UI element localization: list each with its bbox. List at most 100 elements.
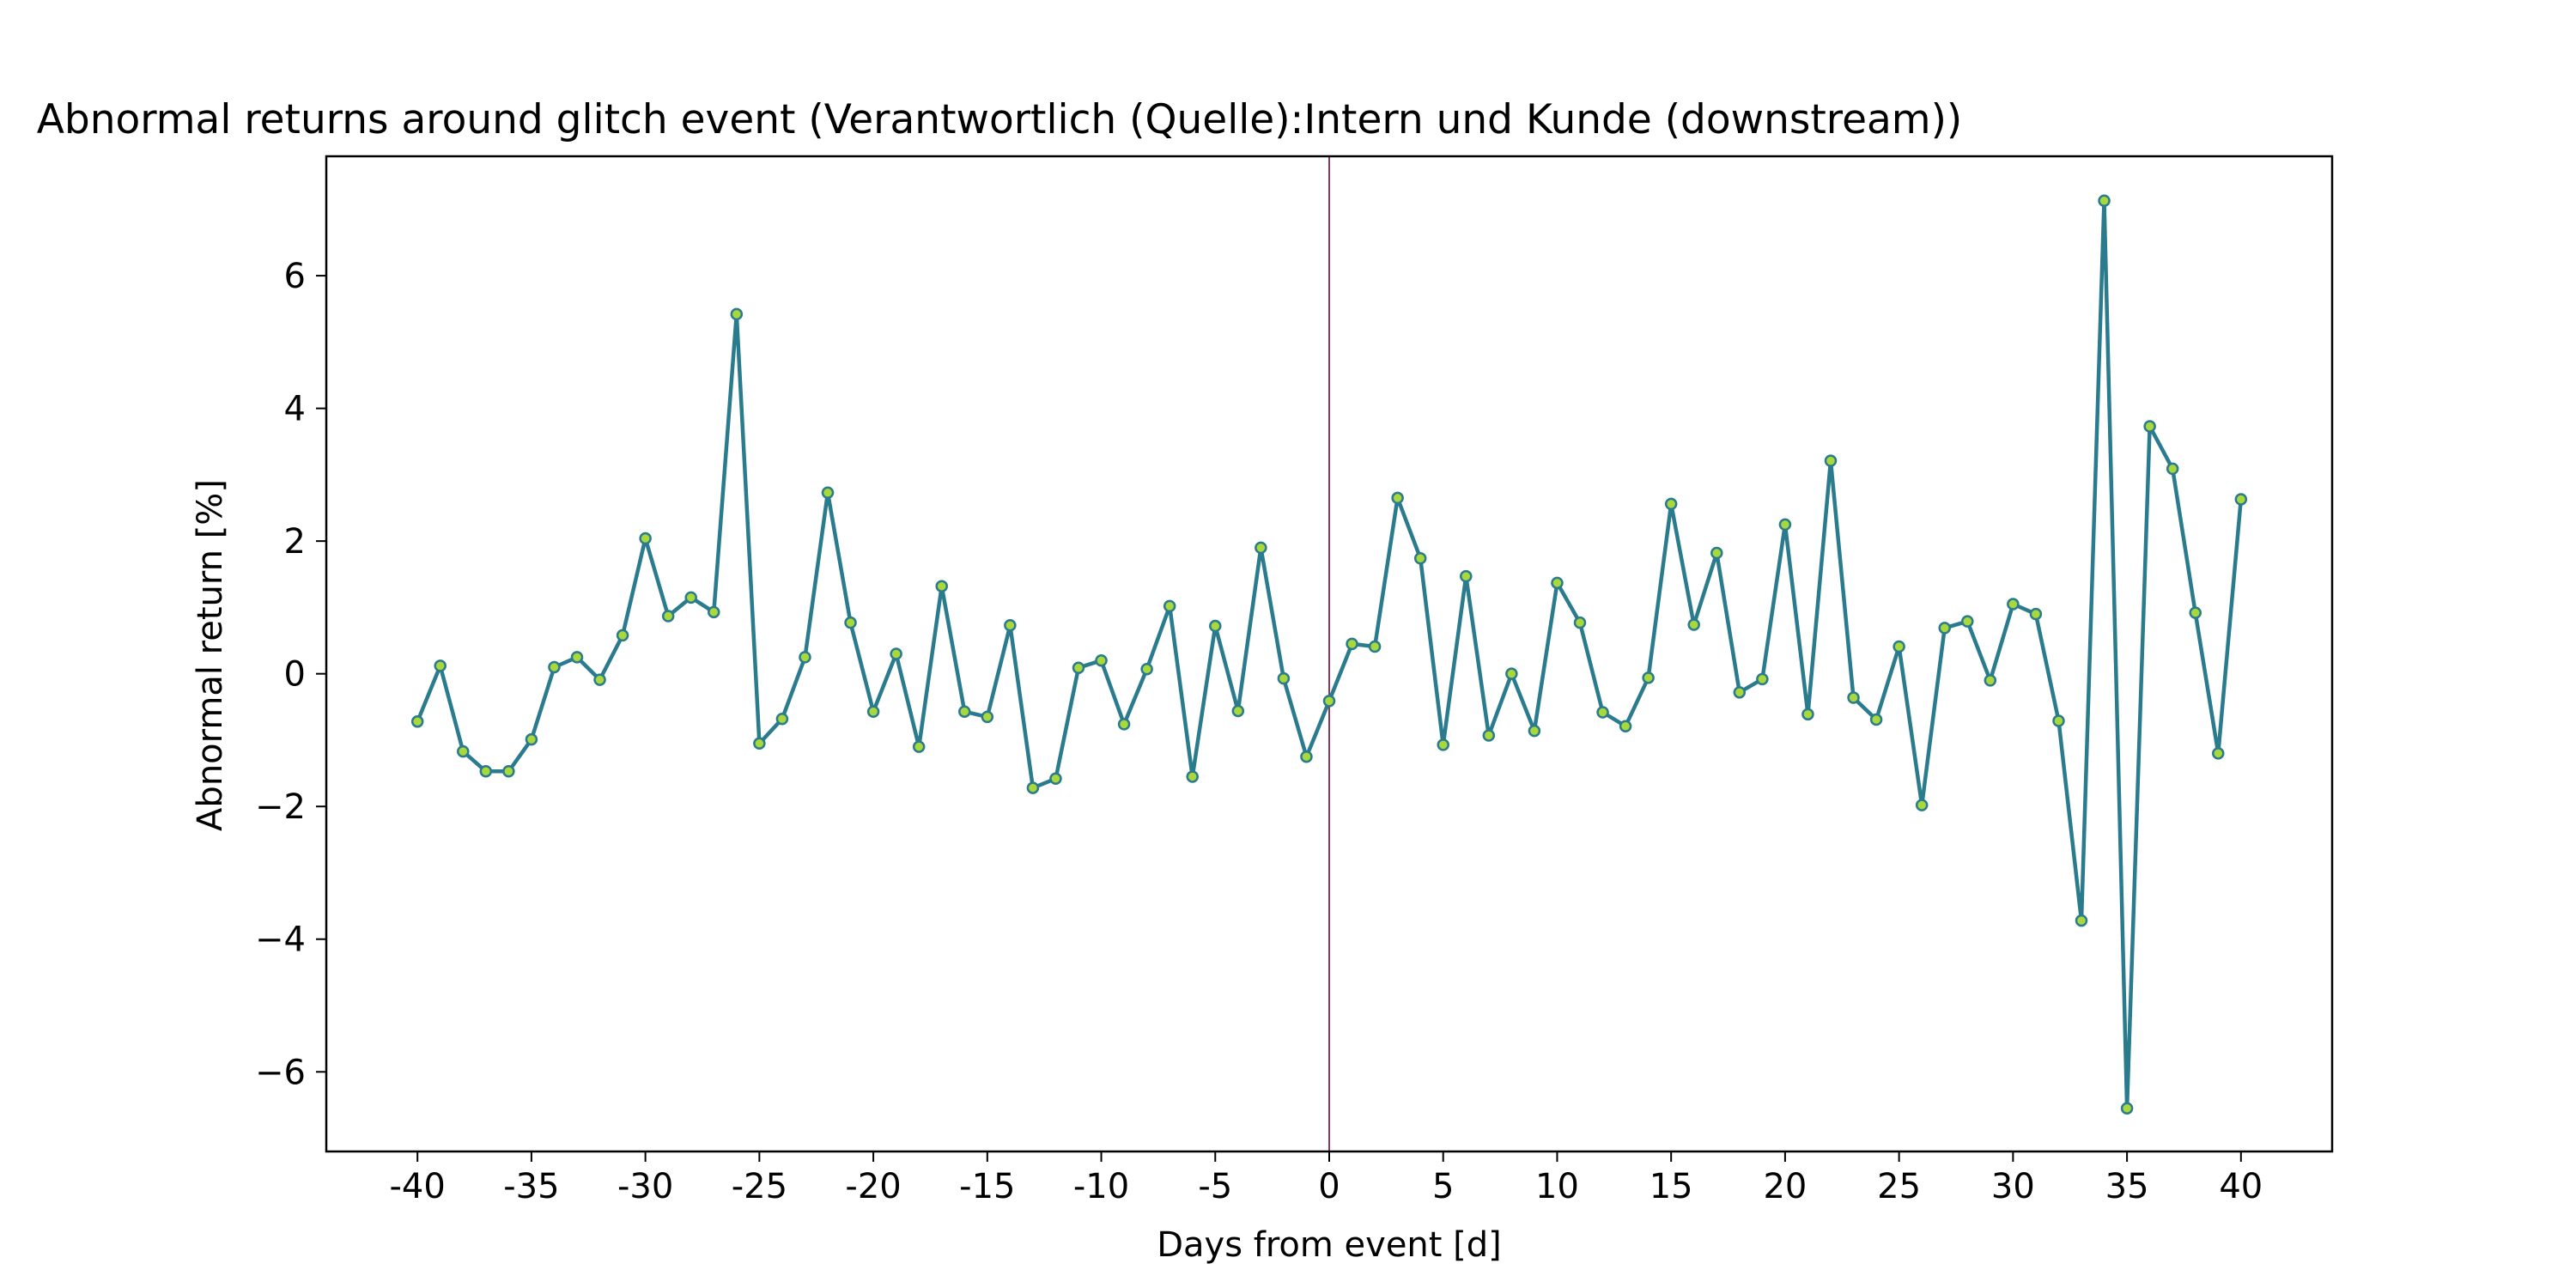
data-point xyxy=(1300,750,1313,763)
data-point xyxy=(1664,497,1678,511)
data-point xyxy=(912,740,926,753)
data-point xyxy=(1824,454,1838,467)
data-point xyxy=(1277,671,1291,685)
y-tick-label: 4 xyxy=(284,390,306,429)
data-point xyxy=(844,616,857,629)
data-point xyxy=(1505,667,1518,680)
data-point xyxy=(708,605,720,619)
x-tick-label: -15 xyxy=(959,1167,1015,1206)
x-tick-label: 35 xyxy=(2105,1167,2149,1206)
data-point xyxy=(1186,770,1199,783)
y-tick-label: 2 xyxy=(284,522,306,562)
data-point xyxy=(525,732,538,746)
data-point xyxy=(616,629,629,642)
data-point xyxy=(981,710,994,724)
data-point xyxy=(1346,637,1358,651)
data-point xyxy=(639,532,652,545)
data-point xyxy=(1004,619,1017,632)
data-point xyxy=(1893,640,1905,653)
data-point xyxy=(1255,541,1267,555)
data-point xyxy=(1391,491,1404,505)
x-tick-label: 5 xyxy=(1432,1167,1454,1206)
data-point xyxy=(661,610,675,623)
x-tick-label: -30 xyxy=(617,1167,673,1206)
data-point xyxy=(2234,493,2248,506)
x-axis: -40 -35 -30 -25 -20 -15 -10 -5 0 5 10 15 20 25 30 35 40 xyxy=(390,1151,2263,1206)
x-tick-label: -5 xyxy=(1198,1167,1232,1206)
y-tick-label: −4 xyxy=(255,920,306,960)
data-point xyxy=(1460,569,1473,583)
data-point xyxy=(457,744,470,758)
data-point xyxy=(1869,713,1883,726)
data-point xyxy=(2098,194,2111,208)
x-tick-label: -25 xyxy=(732,1167,787,1206)
data-point xyxy=(730,307,744,321)
data-point xyxy=(2075,914,2088,927)
data-point xyxy=(1163,599,1176,613)
data-point xyxy=(1847,691,1860,704)
x-tick-label: 10 xyxy=(1535,1167,1579,1206)
data-point xyxy=(1482,729,1496,742)
data-point xyxy=(1619,720,1632,732)
chart-title: Abnormal returns around glitch event (Ve… xyxy=(37,96,1963,143)
x-tick-label: 0 xyxy=(1318,1167,1340,1206)
data-point xyxy=(1209,619,1222,633)
x-tick-label: 40 xyxy=(2219,1167,2263,1206)
y-tick-label: −2 xyxy=(255,787,306,827)
x-tick-label: 30 xyxy=(1991,1167,2035,1206)
data-point xyxy=(1573,616,1587,629)
y-tick-label: 0 xyxy=(284,655,306,695)
data-point xyxy=(2166,462,2179,476)
x-tick-label: 15 xyxy=(1649,1167,1693,1206)
data-point xyxy=(775,712,789,726)
data-point xyxy=(1322,695,1336,708)
data-point xyxy=(1049,772,1062,786)
data-point xyxy=(890,647,902,660)
data-point xyxy=(866,705,880,718)
data-point xyxy=(434,659,447,672)
data-point xyxy=(821,486,835,499)
plot-area xyxy=(410,156,2248,1151)
y-tick-label: 6 xyxy=(284,257,306,296)
data-point xyxy=(2029,607,2043,621)
data-point xyxy=(2052,714,2065,727)
data-point xyxy=(1710,546,1723,560)
data-point xyxy=(1733,686,1747,699)
x-tick-label: 25 xyxy=(1877,1167,1921,1206)
data-point xyxy=(479,765,493,778)
data-point xyxy=(570,651,584,664)
data-point xyxy=(1938,622,1951,635)
data-point xyxy=(1915,799,1929,811)
data-point xyxy=(548,660,561,674)
data-point xyxy=(1596,706,1609,719)
data-point xyxy=(799,651,811,664)
data-point xyxy=(753,737,766,750)
data-point xyxy=(1368,640,1382,653)
data-point xyxy=(1551,576,1564,590)
x-tick-label: -20 xyxy=(845,1167,901,1206)
data-point xyxy=(958,705,971,718)
data-point xyxy=(410,715,424,728)
y-axis: −6 −4 −2 0 2 4 6 xyxy=(255,257,326,1092)
data-point xyxy=(1642,671,1655,684)
data-point xyxy=(1801,708,1814,721)
data-point xyxy=(502,765,515,778)
x-tick-label: 20 xyxy=(1763,1167,1807,1206)
data-point xyxy=(593,673,606,686)
data-point xyxy=(1437,738,1449,751)
data-point xyxy=(2120,1102,2134,1115)
data-point xyxy=(1528,724,1541,738)
y-axis-label: Abnormal return [%] xyxy=(191,479,230,831)
x-tick-label: -10 xyxy=(1073,1167,1129,1206)
x-tick-label: -40 xyxy=(390,1167,446,1206)
data-point xyxy=(1231,704,1245,718)
data-point xyxy=(1072,661,1085,674)
y-tick-label: −6 xyxy=(255,1053,306,1092)
data-point xyxy=(1413,551,1427,565)
data-point xyxy=(1984,674,1997,687)
data-point xyxy=(2143,420,2156,433)
x-tick-label: -35 xyxy=(503,1167,559,1206)
data-point xyxy=(935,580,948,592)
data-point xyxy=(1687,618,1700,631)
